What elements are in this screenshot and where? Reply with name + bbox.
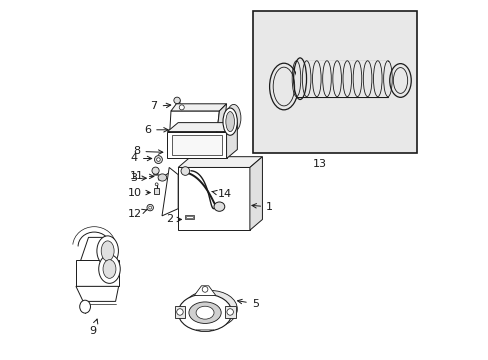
Ellipse shape (223, 108, 237, 135)
Ellipse shape (158, 174, 166, 181)
Polygon shape (169, 111, 219, 141)
Ellipse shape (178, 294, 231, 331)
Ellipse shape (392, 68, 407, 93)
Ellipse shape (225, 112, 234, 132)
Ellipse shape (226, 104, 241, 132)
Ellipse shape (183, 291, 237, 328)
Ellipse shape (196, 306, 214, 319)
Ellipse shape (156, 158, 160, 161)
Polygon shape (80, 237, 115, 264)
Polygon shape (215, 104, 226, 141)
Text: 10: 10 (127, 188, 150, 198)
Polygon shape (224, 306, 235, 318)
Text: 7: 7 (150, 102, 170, 112)
Ellipse shape (154, 156, 162, 163)
Bar (171, 135, 222, 155)
Text: 4: 4 (131, 153, 151, 163)
Ellipse shape (273, 67, 294, 106)
Ellipse shape (181, 167, 189, 175)
Ellipse shape (147, 204, 153, 211)
Ellipse shape (202, 287, 207, 292)
Text: 3: 3 (130, 173, 146, 183)
Text: 6: 6 (144, 125, 168, 135)
Ellipse shape (188, 302, 221, 323)
Polygon shape (178, 157, 262, 167)
Bar (167, 132, 226, 158)
Polygon shape (296, 61, 387, 96)
Polygon shape (76, 260, 119, 286)
Polygon shape (196, 330, 214, 331)
Text: 8: 8 (133, 146, 163, 156)
Text: 5: 5 (237, 299, 258, 309)
Text: 14: 14 (212, 189, 231, 199)
Polygon shape (167, 123, 237, 132)
Bar (154, 188, 159, 194)
Polygon shape (185, 215, 194, 220)
Text: 13: 13 (312, 159, 326, 169)
Ellipse shape (269, 63, 298, 110)
Ellipse shape (174, 97, 180, 104)
Polygon shape (249, 157, 262, 230)
Ellipse shape (80, 300, 90, 313)
Ellipse shape (179, 105, 184, 110)
Bar (253, 12, 416, 153)
Text: 9: 9 (89, 319, 98, 336)
Ellipse shape (152, 167, 159, 174)
Ellipse shape (97, 236, 118, 266)
Ellipse shape (176, 309, 183, 315)
Polygon shape (162, 167, 178, 216)
Polygon shape (194, 286, 215, 296)
Ellipse shape (214, 202, 224, 211)
Bar (178, 167, 249, 230)
Polygon shape (186, 216, 193, 219)
Ellipse shape (389, 64, 410, 97)
Ellipse shape (101, 241, 114, 261)
Text: 2: 2 (165, 215, 181, 224)
Text: 1: 1 (251, 202, 272, 212)
Ellipse shape (226, 309, 233, 315)
Polygon shape (226, 123, 237, 158)
Ellipse shape (99, 255, 120, 283)
Polygon shape (171, 104, 226, 111)
Text: 12: 12 (127, 209, 147, 219)
Ellipse shape (148, 206, 151, 209)
Ellipse shape (155, 183, 158, 186)
Polygon shape (174, 306, 185, 318)
Ellipse shape (103, 260, 116, 278)
Polygon shape (76, 286, 119, 301)
Text: 11: 11 (130, 171, 154, 181)
